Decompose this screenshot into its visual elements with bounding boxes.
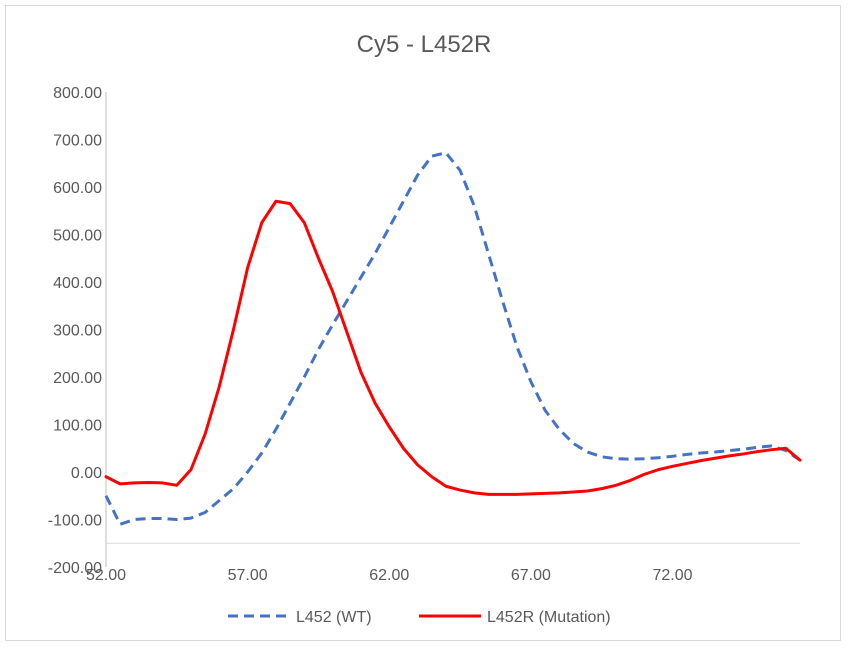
y-tick-label: 600.00 xyxy=(53,180,102,197)
x-tick-label: 72.00 xyxy=(653,567,693,584)
x-tick-label: 67.00 xyxy=(511,567,551,584)
y-tick-label: -200.00 xyxy=(48,560,102,577)
series-line-wt xyxy=(104,151,801,526)
chart-frame xyxy=(5,5,841,641)
y-tick-label: 300.00 xyxy=(53,323,102,340)
y-tick-label: -100.00 xyxy=(48,513,102,530)
x-tick-label: 57.00 xyxy=(228,567,268,584)
axes: 800.00 700.00 600.00 500.00 400.00 300.00 200.… xyxy=(48,85,800,584)
x-tick-label: 62.00 xyxy=(369,567,409,584)
y-tick-label: 500.00 xyxy=(53,228,102,245)
y-tick-label: 200.00 xyxy=(53,370,102,387)
chart-title: Cy5 - L452R xyxy=(357,31,492,58)
y-tick-label: 700.00 xyxy=(53,133,102,150)
series-line-mutation xyxy=(104,199,802,496)
y-tick-label: 400.00 xyxy=(53,275,102,292)
y-tick-label: 0.00 xyxy=(71,465,102,482)
y-tick-label: 100.00 xyxy=(53,418,102,435)
legend-label: L452 (WT) xyxy=(296,609,372,626)
y-tick-label: 800.00 xyxy=(53,85,102,102)
legend: L452 (WT) L452R (Mutation) xyxy=(228,609,611,626)
legend-label: L452R (Mutation) xyxy=(487,609,611,626)
x-tick-label: 52.00 xyxy=(86,567,126,584)
series-layer xyxy=(104,151,802,526)
